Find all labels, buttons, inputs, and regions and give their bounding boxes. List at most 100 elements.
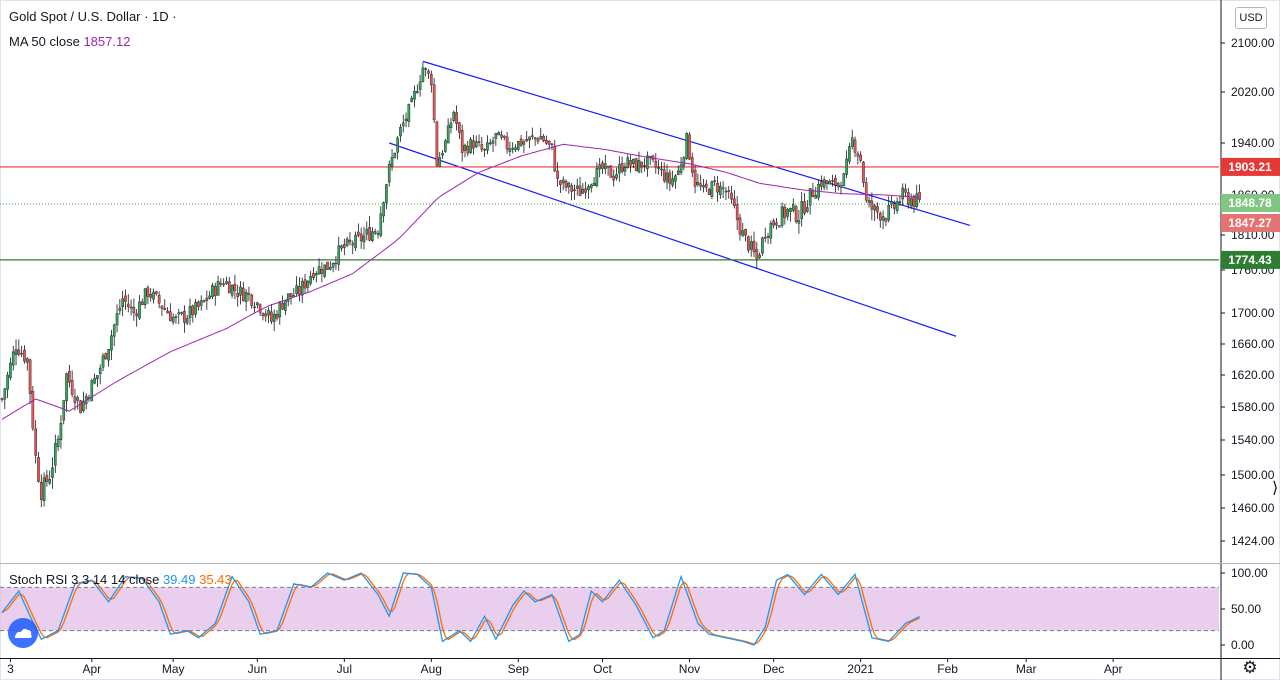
candle bbox=[110, 329, 113, 360]
candle bbox=[705, 179, 708, 192]
time-tick-label: Jun bbox=[248, 662, 267, 676]
candle bbox=[727, 186, 731, 199]
candle-body bbox=[446, 125, 450, 144]
candle-body bbox=[11, 351, 15, 366]
candle-body bbox=[73, 396, 77, 403]
stoch-legend: Stoch RSI 3 3 14 14 close 39.49 35.43 bbox=[9, 572, 232, 588]
channel-upper-trendline[interactable] bbox=[422, 60, 971, 226]
candle bbox=[741, 222, 745, 237]
candle-body bbox=[199, 300, 203, 306]
candle bbox=[362, 226, 366, 250]
candle bbox=[533, 137, 537, 146]
candle-body bbox=[387, 163, 391, 183]
candle bbox=[124, 289, 127, 310]
candle bbox=[396, 136, 399, 160]
candle-body bbox=[393, 152, 397, 158]
settings-gear-icon[interactable]: ⚙ bbox=[1242, 658, 1258, 677]
candle-body bbox=[654, 160, 658, 168]
candle bbox=[497, 131, 500, 136]
candle bbox=[340, 244, 343, 252]
candle-body bbox=[466, 145, 470, 154]
candle-body bbox=[104, 353, 108, 360]
candle-body bbox=[267, 310, 270, 316]
candle-body bbox=[171, 316, 175, 323]
candle-body bbox=[640, 161, 644, 168]
stoch-tick-label: 50.00 bbox=[1231, 602, 1261, 616]
candle-body bbox=[825, 180, 829, 184]
candle-body bbox=[303, 279, 307, 289]
candle bbox=[314, 270, 318, 283]
symbol-title[interactable]: Gold Spot / U.S. Dollar · 1D · bbox=[9, 9, 177, 24]
candle bbox=[455, 105, 458, 131]
candle bbox=[794, 204, 798, 224]
candle bbox=[603, 154, 607, 175]
candle-body bbox=[909, 198, 913, 207]
time-tick-label: Oct bbox=[593, 662, 612, 676]
candle-body bbox=[870, 200, 874, 210]
candle-body bbox=[786, 208, 789, 217]
candle-body bbox=[474, 141, 478, 148]
candle-body bbox=[634, 158, 638, 171]
candle bbox=[542, 133, 545, 143]
candle bbox=[623, 162, 627, 177]
candle-body bbox=[258, 304, 262, 313]
candle-body bbox=[444, 140, 447, 152]
candle-body bbox=[194, 301, 197, 315]
candle-body bbox=[292, 295, 296, 297]
currency-button[interactable]: USD bbox=[1235, 7, 1267, 29]
candle bbox=[721, 181, 725, 199]
candle bbox=[31, 385, 35, 431]
ma-value: 1857.12 bbox=[83, 34, 131, 49]
candle-body bbox=[129, 306, 133, 309]
time-tick-label: Mar bbox=[1016, 662, 1037, 676]
candle-body bbox=[491, 140, 495, 144]
candle-body bbox=[126, 303, 130, 307]
candle bbox=[421, 62, 425, 83]
candle bbox=[213, 282, 217, 306]
candle bbox=[28, 358, 32, 404]
candle-body bbox=[286, 293, 290, 302]
candle bbox=[749, 235, 753, 257]
candle bbox=[786, 207, 789, 221]
candle-body bbox=[845, 158, 848, 175]
candle bbox=[373, 228, 377, 236]
candle bbox=[208, 291, 211, 300]
candle bbox=[149, 288, 153, 302]
candle-body bbox=[261, 313, 265, 316]
candle-body bbox=[45, 475, 49, 482]
candle bbox=[472, 134, 475, 155]
candle-body bbox=[281, 302, 284, 310]
candle bbox=[747, 235, 750, 253]
candle-body bbox=[76, 397, 80, 401]
candle-body bbox=[177, 312, 181, 315]
candle-body bbox=[575, 185, 579, 189]
candle-body bbox=[545, 139, 548, 144]
candle-body bbox=[295, 285, 298, 294]
ma-label[interactable]: MA 50 close bbox=[9, 34, 80, 49]
candle-body bbox=[135, 313, 138, 317]
candle bbox=[657, 160, 660, 175]
candle-body bbox=[379, 213, 383, 236]
candle-body bbox=[696, 182, 700, 185]
stoch-label[interactable]: Stoch RSI 3 3 14 14 close bbox=[9, 572, 160, 587]
candle bbox=[138, 295, 141, 320]
stoch-band bbox=[0, 587, 1219, 631]
candle bbox=[755, 242, 759, 269]
candle bbox=[895, 197, 899, 214]
ma-price-tag-box bbox=[1221, 213, 1280, 232]
candle bbox=[230, 284, 234, 299]
candle bbox=[463, 143, 467, 158]
candle bbox=[699, 174, 702, 191]
tradingview-logo-icon[interactable] bbox=[8, 618, 38, 648]
candle-body bbox=[124, 295, 127, 302]
candle bbox=[528, 136, 531, 149]
candle-body bbox=[70, 380, 74, 395]
candle-body bbox=[455, 112, 458, 124]
channel-lower-trendline[interactable] bbox=[389, 142, 957, 337]
candle-body bbox=[233, 284, 237, 291]
scale-drag-handle-icon[interactable]: ⟩ bbox=[1272, 480, 1279, 497]
candle-body bbox=[430, 74, 433, 86]
candle-body bbox=[850, 137, 854, 147]
candle-body bbox=[550, 143, 554, 145]
